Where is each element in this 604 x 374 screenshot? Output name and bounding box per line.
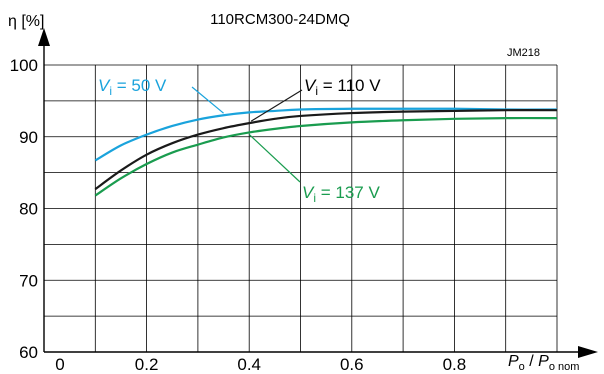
series-line-1 xyxy=(94,109,558,191)
series-lines xyxy=(94,107,558,197)
annotations: Vi = 50 V Vi = 110 V Vi = 137 V xyxy=(98,76,381,205)
x-label-sub1: o xyxy=(519,361,525,373)
x-tick-label: 0.8 xyxy=(443,355,467,374)
chart-code: JM218 xyxy=(507,47,540,59)
series-line-0 xyxy=(94,107,558,162)
y-tick-label: 60 xyxy=(19,343,38,362)
series-label-1: Vi = 110 V xyxy=(304,76,381,98)
chart-title: 110RCM300-24DMQ xyxy=(210,11,350,28)
series-leader-1 xyxy=(250,89,303,122)
y-axis-label: η [%] xyxy=(8,13,44,30)
x-tick-label: 0 xyxy=(55,355,64,374)
y-axis-arrow xyxy=(38,28,50,46)
y-tick-label: 70 xyxy=(19,271,38,290)
series-line-2 xyxy=(94,116,558,197)
x-label-p2: P xyxy=(538,353,549,370)
x-label-sub2: o nom xyxy=(549,361,580,373)
x-axis-arrow xyxy=(578,346,598,358)
axes: 60 70 80 90 100 0 0.2 0.4 0.6 0.8 xyxy=(10,28,598,374)
y-tick-label: 80 xyxy=(19,200,38,219)
series-leader-0 xyxy=(191,86,224,114)
series-label-0: Vi = 50 V xyxy=(98,76,167,98)
series-label-2: Vi = 137 V xyxy=(302,183,380,205)
x-label-p1: P xyxy=(508,353,519,370)
x-axis-label: Po / Po nom xyxy=(508,353,579,373)
x-tick-label: 0.6 xyxy=(340,355,364,374)
y-tick-label: 90 xyxy=(19,128,38,147)
y-tick-label: 100 xyxy=(10,56,38,75)
x-tick-label: 0.4 xyxy=(237,355,261,374)
x-tick-label: 0.2 xyxy=(135,355,159,374)
series-leader-2 xyxy=(248,134,301,183)
x-label-slash: / xyxy=(525,353,538,370)
